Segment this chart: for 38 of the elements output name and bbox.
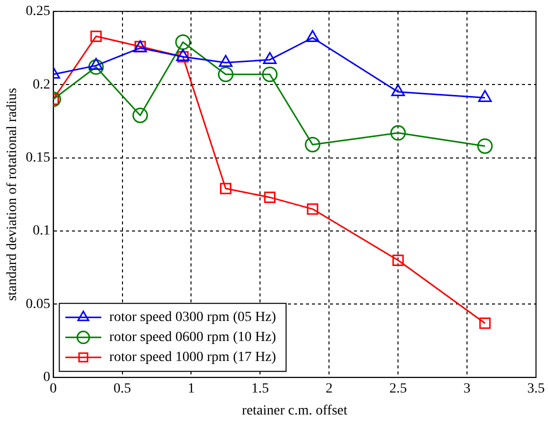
point xyxy=(175,34,191,50)
y-tick-label: 0 xyxy=(43,370,50,386)
point xyxy=(220,182,232,194)
legend-label: rotor speed 1000 rpm (17 Hz) xyxy=(109,350,276,366)
x-tick-label: 0.5 xyxy=(114,381,132,396)
legend-label: rotor speed 0300 rpm (05 Hz) xyxy=(109,310,276,326)
point xyxy=(392,254,404,266)
point xyxy=(390,125,406,141)
point xyxy=(477,138,493,154)
point xyxy=(306,203,318,215)
point xyxy=(218,54,233,67)
legend-label: rotor speed 0600 rpm (10 Hz) xyxy=(109,330,276,346)
x-tick-label: 2 xyxy=(326,381,333,396)
y-axis-title: standard deviation of rotational radius xyxy=(5,88,20,301)
point xyxy=(306,30,320,42)
x-axis-title: retainer c.m. offset xyxy=(242,403,348,418)
point xyxy=(304,136,320,152)
point xyxy=(478,90,492,102)
y-tick-label: 0.15 xyxy=(26,150,50,166)
point xyxy=(479,318,491,329)
y-tick-label: 0.05 xyxy=(26,296,50,312)
x-tick-label: 3.5 xyxy=(527,381,545,396)
point xyxy=(132,108,148,124)
point xyxy=(262,66,278,82)
point xyxy=(88,59,104,75)
x-tick-label: 1.5 xyxy=(251,381,269,396)
y-tick-label: 0.1 xyxy=(32,224,50,239)
y-tick-label: 0.2 xyxy=(32,77,50,92)
point xyxy=(391,84,405,96)
x-tick-label: 1 xyxy=(188,381,195,396)
point xyxy=(89,58,103,70)
x-tick-label: 2.5 xyxy=(389,381,407,396)
point xyxy=(90,30,102,42)
point xyxy=(263,52,277,64)
x-tick-label: 3 xyxy=(464,381,471,396)
point xyxy=(218,66,234,82)
y-tick-label: 0.25 xyxy=(26,4,50,20)
point xyxy=(264,192,276,204)
